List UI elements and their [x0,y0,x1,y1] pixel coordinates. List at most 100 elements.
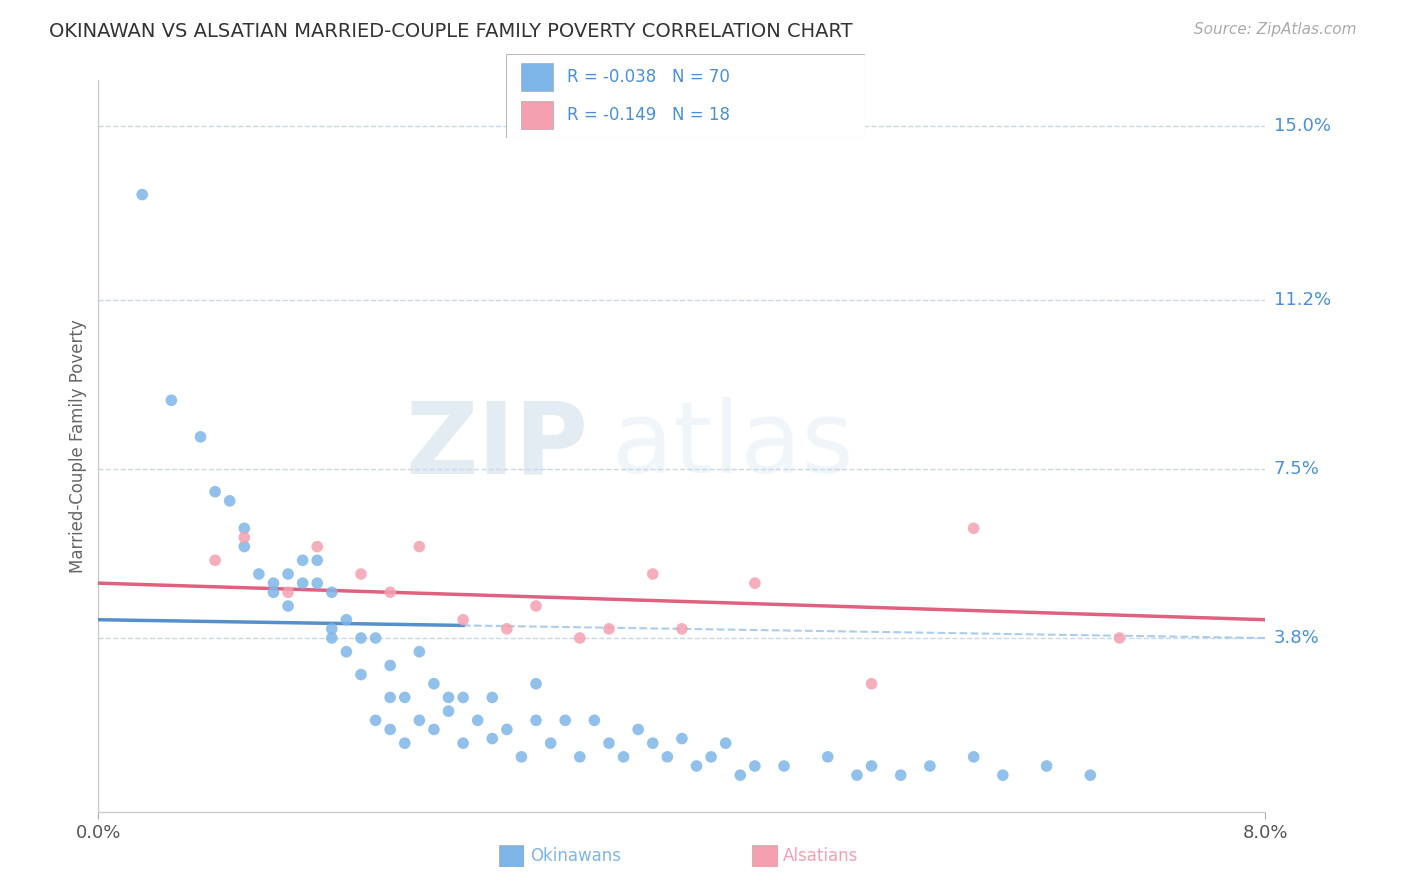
Point [291,576,314,591]
Point [845,768,868,782]
Point [467,714,489,728]
Point [321,631,343,645]
Point [233,540,256,554]
Point [364,631,387,645]
Point [394,690,416,705]
Point [481,690,503,705]
Point [524,599,547,613]
Point [378,585,402,599]
Point [335,613,357,627]
Point [437,690,460,705]
FancyBboxPatch shape [520,62,553,91]
Point [451,736,474,750]
Point [524,714,547,728]
Point [378,723,402,737]
Text: 11.2%: 11.2% [1274,291,1331,309]
Point [1035,759,1057,773]
Point [277,567,299,582]
Point [700,749,723,764]
Point [451,690,474,705]
Text: R = -0.149   N = 18: R = -0.149 N = 18 [567,106,730,124]
Point [321,622,343,636]
Text: Source: ZipAtlas.com: Source: ZipAtlas.com [1194,22,1357,37]
Point [773,759,796,773]
Point [247,567,270,582]
Point [657,749,679,764]
Point [233,530,256,544]
Text: 3.8%: 3.8% [1274,629,1320,647]
Point [714,736,737,750]
Point [685,759,707,773]
Point [364,714,387,728]
Y-axis label: Married-Couple Family Poverty: Married-Couple Family Poverty [69,319,87,573]
FancyBboxPatch shape [520,101,553,129]
Point [860,676,883,690]
Point [291,553,314,567]
Point [262,576,284,591]
Point [641,567,664,582]
Point [408,540,430,554]
Point [671,622,693,636]
Point [744,576,766,591]
Point [218,493,240,508]
Point [598,622,620,636]
Text: Okinawans: Okinawans [530,847,621,865]
Point [335,645,357,659]
Point [496,723,519,737]
Text: 15.0%: 15.0% [1274,117,1331,135]
Point [378,658,402,673]
Point [962,521,984,535]
Point [307,553,329,567]
Point [262,585,284,599]
Point [496,622,519,636]
Point [890,768,912,782]
FancyBboxPatch shape [752,845,778,867]
Point [190,430,212,444]
Point [160,393,183,408]
Point [307,540,329,554]
Point [641,736,664,750]
Point [962,749,984,764]
Text: 7.5%: 7.5% [1274,460,1320,478]
Point [350,667,373,681]
Point [233,521,256,535]
Point [277,599,299,613]
FancyBboxPatch shape [499,845,524,867]
Point [1080,768,1102,782]
Point [991,768,1014,782]
Point [277,585,299,599]
Point [321,585,343,599]
Point [568,631,591,645]
Point [408,645,430,659]
Point [671,731,693,746]
Point [510,749,533,764]
Point [437,704,460,718]
Point [627,723,650,737]
Point [524,676,547,690]
Point [568,749,591,764]
Point [744,759,766,773]
Point [204,553,226,567]
Point [1108,631,1130,645]
Point [540,736,562,750]
Point [423,723,446,737]
Point [307,576,329,591]
Point [394,736,416,750]
Point [554,714,576,728]
Point [728,768,751,782]
Text: Alsatians: Alsatians [783,847,859,865]
Point [860,759,883,773]
FancyBboxPatch shape [506,54,865,138]
Point [612,749,634,764]
Text: R = -0.038   N = 70: R = -0.038 N = 70 [567,68,730,86]
Point [423,676,446,690]
Point [378,690,402,705]
Text: ZIP: ZIP [406,398,589,494]
Point [131,187,153,202]
Point [408,714,430,728]
Point [918,759,941,773]
Text: OKINAWAN VS ALSATIAN MARRIED-COUPLE FAMILY POVERTY CORRELATION CHART: OKINAWAN VS ALSATIAN MARRIED-COUPLE FAMI… [49,22,853,41]
Point [350,567,373,582]
Text: atlas: atlas [612,398,853,494]
Point [451,613,474,627]
